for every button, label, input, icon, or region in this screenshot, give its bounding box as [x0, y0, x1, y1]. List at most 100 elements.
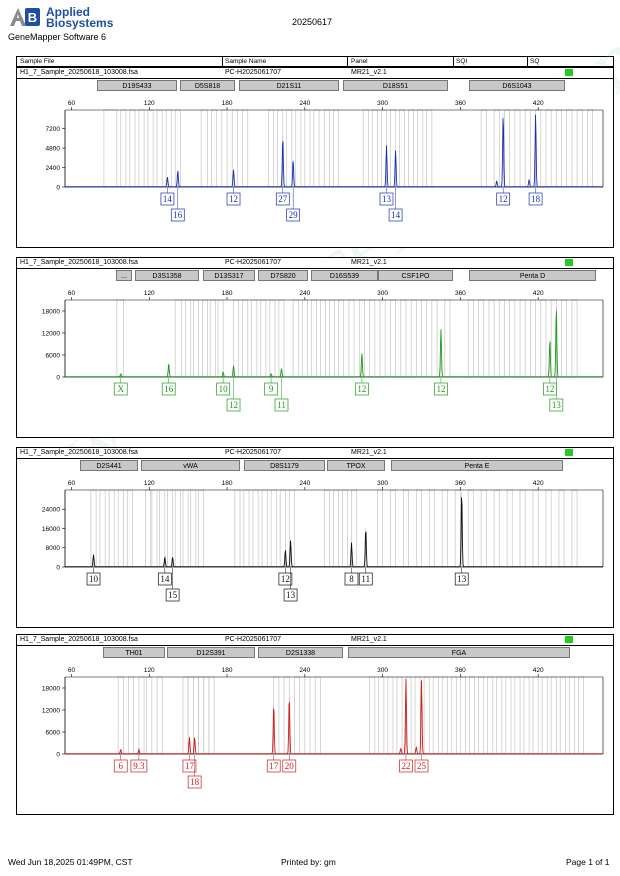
- locus-label[interactable]: D6S1043: [469, 80, 565, 91]
- allele-bin: [182, 676, 189, 755]
- column-sample-name: Sample Name: [225, 58, 267, 65]
- allele-bin: [333, 109, 339, 188]
- allele-label: 14: [391, 210, 401, 220]
- locus-label[interactable]: FGA: [348, 647, 570, 658]
- x-tick-label: 180: [222, 100, 233, 107]
- allele-box: [275, 192, 290, 206]
- allele-box: [496, 192, 511, 206]
- locus-label[interactable]: D13S317: [203, 270, 255, 281]
- allele-label: 9: [269, 384, 274, 394]
- allele-box: [344, 572, 359, 586]
- allele-label: 25: [417, 761, 427, 771]
- allele-bin: [159, 489, 166, 568]
- allele-bin: [504, 109, 511, 188]
- sample-name: PC-H2025061707: [225, 69, 282, 76]
- x-tick-label: 360: [455, 290, 466, 297]
- x-tick-label: 240: [299, 100, 310, 107]
- allele-label: 29: [289, 210, 299, 220]
- locus-label[interactable]: D12S391: [167, 647, 255, 658]
- locus-label[interactable]: D7S820: [258, 270, 308, 281]
- y-tick-label: 4800: [46, 145, 61, 152]
- allele-box: [161, 382, 176, 396]
- allele-box: [549, 398, 564, 412]
- allele-bin: [532, 676, 539, 755]
- locus-label[interactable]: D16S539: [311, 270, 378, 281]
- panel-name: MR21_v2.1: [351, 259, 387, 266]
- allele-bin: [294, 676, 300, 755]
- y-tick-label: 18000: [42, 308, 60, 315]
- column-divider: [453, 57, 454, 66]
- allele-bin: [182, 489, 189, 568]
- allele-label: 12: [436, 384, 445, 394]
- locus-label[interactable]: D3S1358: [135, 270, 199, 281]
- allele-bin: [545, 489, 552, 568]
- panel-title-bar: H1_7_Sample_20250618_103008.fsa PC-H2025…: [17, 68, 613, 79]
- locus-label[interactable]: TPOX: [327, 460, 385, 471]
- locus-label[interactable]: D19S433: [97, 80, 177, 91]
- locus-label[interactable]: D2S441: [80, 460, 138, 471]
- allele-bin: [571, 489, 578, 568]
- allele-bin: [116, 299, 124, 378]
- allele-bin: [530, 299, 536, 378]
- allele-bin: [478, 299, 485, 378]
- x-tick-label: 300: [377, 100, 388, 107]
- allele-bin: [519, 299, 526, 378]
- locus-label[interactable]: vWA: [141, 460, 240, 471]
- locus-label[interactable]: TH01: [103, 647, 165, 658]
- allele-bin: [165, 109, 172, 188]
- allele-label: 13: [382, 194, 392, 204]
- locus-label[interactable]: D5S818: [180, 80, 235, 91]
- x-tick-label: 180: [222, 480, 233, 487]
- allele-bin: [378, 676, 385, 755]
- locus-label[interactable]: Penta E: [391, 460, 563, 471]
- y-tick-label: 8000: [46, 545, 61, 552]
- locus-label[interactable]: ...: [116, 270, 132, 281]
- allele-bin: [320, 299, 326, 378]
- column-sqi: SQI: [456, 58, 468, 65]
- locus-label[interactable]: CSF1PO: [378, 270, 453, 281]
- allele-bin: [524, 109, 531, 188]
- y-tick-label: 0: [56, 751, 60, 758]
- allele-box: [226, 398, 241, 412]
- allele-bin: [301, 299, 308, 378]
- allele-bin: [362, 109, 369, 188]
- panel-name: MR21_v2.1: [351, 449, 387, 456]
- locus-label[interactable]: D8S1179: [244, 460, 325, 471]
- y-tick-label: 16000: [42, 526, 60, 533]
- allele-bin: [202, 299, 208, 378]
- allele-bin: [333, 489, 339, 568]
- allele-label: 12: [281, 574, 290, 584]
- locus-label[interactable]: D21S11: [239, 80, 339, 91]
- allele-bin: [270, 489, 277, 568]
- locus-label[interactable]: D18S51: [343, 80, 448, 91]
- allele-bin: [286, 109, 293, 188]
- allele-label: 9.3: [133, 761, 145, 771]
- software-name: GeneMapper Software 6: [8, 32, 107, 42]
- x-tick-label: 120: [144, 290, 155, 297]
- sample-name: PC-H2025061707: [225, 636, 282, 643]
- allele-bin: [399, 109, 406, 188]
- allele-bin: [379, 299, 386, 378]
- locus-label[interactable]: Penta D: [469, 270, 596, 281]
- allele-bin: [493, 489, 500, 568]
- electropherogram-panel-black: H1_7_Sample_20250618_103008.fsa PC-H2025…: [16, 447, 614, 628]
- allele-box: [528, 192, 543, 206]
- locus-label[interactable]: D2S1338: [258, 647, 343, 658]
- allele-label: 12: [545, 384, 554, 394]
- column-divider: [347, 57, 348, 66]
- locus-bar: D2S441 vWA D8S1179 TPOX Penta E: [17, 460, 613, 474]
- allele-box: [170, 208, 185, 222]
- allele-bin: [313, 109, 320, 188]
- allele-bin: [417, 109, 424, 188]
- allele-bin: [478, 676, 485, 755]
- allele-bin: [558, 489, 565, 568]
- allele-bin: [203, 676, 210, 755]
- allele-bin: [198, 676, 205, 755]
- allele-label: X: [117, 384, 124, 394]
- x-tick-label: 300: [377, 290, 388, 297]
- allele-bin: [400, 299, 407, 378]
- y-tick-label: 0: [56, 564, 60, 571]
- allele-box: [388, 208, 403, 222]
- allele-bin: [156, 109, 163, 188]
- allele-bin: [414, 676, 421, 755]
